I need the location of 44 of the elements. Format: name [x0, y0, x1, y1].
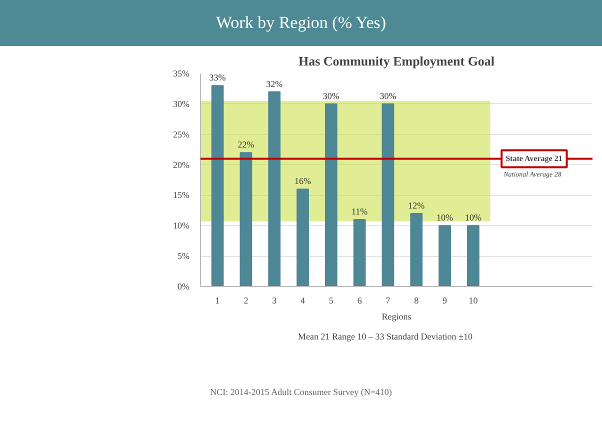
- data-label: 16%: [294, 176, 312, 186]
- x-tick-label: 10: [468, 296, 478, 306]
- x-axis-title: Regions: [382, 312, 412, 322]
- bar: [211, 85, 224, 286]
- data-label: 10%: [436, 212, 454, 223]
- bar: [410, 212, 423, 286]
- x-tick-label: 7: [386, 296, 391, 306]
- data-label: 12%: [408, 200, 426, 210]
- bar: [240, 152, 252, 286]
- data-label: 30%: [322, 90, 340, 101]
- bar: [382, 103, 394, 286]
- x-tick-label: 1: [215, 296, 220, 306]
- bar: [353, 219, 366, 286]
- text: Mean 21 Range 10 – 33 Standard Deviation ±10: [298, 332, 473, 342]
- bar: [268, 91, 281, 286]
- chart-subtitle: Has Community Employment Goal: [298, 54, 495, 68]
- bar: [324, 103, 338, 286]
- y-tick-label: 5%: [178, 251, 190, 262]
- x-tick-label: 5: [328, 296, 334, 306]
- y-tick-label: 35%: [173, 68, 190, 78]
- data-label: 22%: [238, 140, 255, 150]
- y-tick-label: 0%: [178, 282, 190, 292]
- x-tick-label: 6: [357, 296, 362, 306]
- data-label: 33%: [209, 72, 226, 83]
- data-label: 11%: [351, 206, 368, 217]
- y-tick-label: 15%: [173, 190, 190, 200]
- y-tick-label: 20%: [173, 160, 190, 170]
- y-tick-label: 10%: [173, 220, 190, 231]
- x-tick-label: 8: [414, 296, 420, 306]
- ref-line-label: State Average 21: [506, 154, 562, 164]
- bar: [467, 225, 480, 286]
- x-tick-label: 9: [442, 296, 448, 306]
- y-tick-label: 25%: [173, 129, 190, 140]
- text: NCI: 2014-2015 Adult Consumer Survey (N=410): [210, 386, 392, 399]
- data-label: 30%: [380, 90, 397, 101]
- x-tick-label: 2: [244, 296, 248, 306]
- chart-title: Work by Region (% Yes): [216, 12, 386, 34]
- y-tick-label: 30%: [173, 98, 190, 109]
- x-tick-label: 3: [272, 296, 278, 306]
- data-label: 10%: [464, 212, 482, 223]
- bar: [296, 188, 309, 286]
- data-label: 32%: [266, 78, 284, 89]
- bar: [438, 225, 451, 286]
- x-tick-label: 4: [300, 296, 306, 306]
